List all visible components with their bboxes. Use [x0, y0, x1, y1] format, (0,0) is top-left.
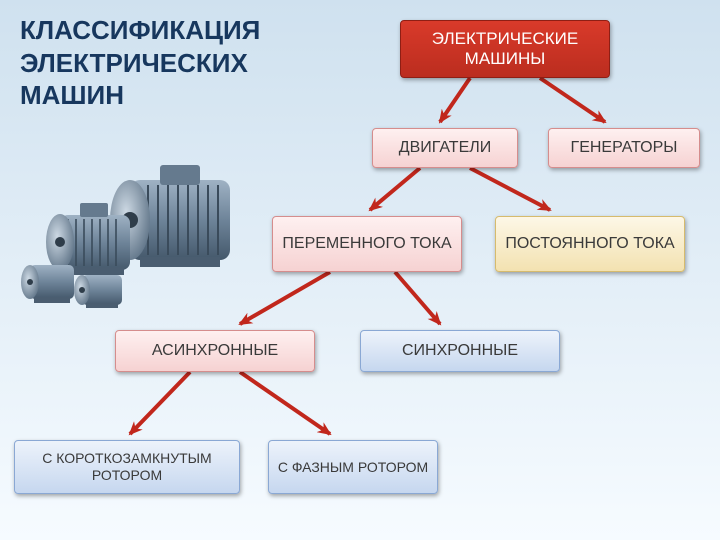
node-dc-current: ПОСТОЯННОГО ТОКА [495, 216, 685, 272]
node-wound-rotor: С ФАЗНЫМ РОТОРОМ [268, 440, 438, 494]
node-asynchronous: АСИНХРОННЫЕ [115, 330, 315, 372]
node-squirrel-cage-rotor: С КОРОТКОЗАМКНУТЫМ РОТОРОМ [14, 440, 240, 494]
node-electric-machines: ЭЛЕКТРИЧЕСКИЕ МАШИНЫ [400, 20, 610, 78]
node-generators: ГЕНЕРАТОРЫ [548, 128, 700, 168]
node-synchronous: СИНХРОННЫЕ [360, 330, 560, 372]
node-motors: ДВИГАТЕЛИ [372, 128, 518, 168]
diagram-canvas: КЛАССИФИКАЦИЯ ЭЛЕКТРИЧЕСКИХ МАШИН [0, 0, 720, 540]
motor-illustration [20, 135, 250, 315]
page-title: КЛАССИФИКАЦИЯ ЭЛЕКТРИЧЕСКИХ МАШИН [20, 14, 340, 112]
node-ac-current: ПЕРЕМЕННОГО ТОКА [272, 216, 462, 272]
